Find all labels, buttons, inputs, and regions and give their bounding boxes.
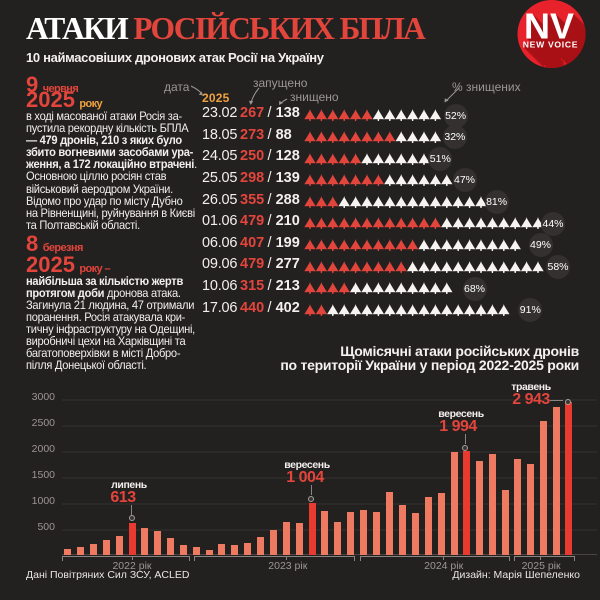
svg-text:NV: NV bbox=[537, 19, 587, 60]
svg-text:NV: NV bbox=[525, 7, 575, 48]
svg-text:NV: NV bbox=[538, 20, 587, 61]
svg-text:NV: NV bbox=[524, 6, 574, 47]
svg-text:NV: NV bbox=[526, 8, 576, 49]
svg-text:NV: NV bbox=[534, 16, 584, 57]
svg-text:NEW VOICE: NEW VOICE bbox=[542, 58, 587, 68]
svg-text:NEW VOICE: NEW VOICE bbox=[532, 48, 587, 58]
svg-text:NEW VOICE: NEW VOICE bbox=[541, 57, 587, 67]
svg-text:NEW VOICE: NEW VOICE bbox=[535, 51, 587, 61]
svg-text:NV: NV bbox=[529, 11, 579, 52]
svg-text:NV: NV bbox=[527, 9, 577, 50]
svg-text:NEW VOICE: NEW VOICE bbox=[531, 47, 586, 57]
svg-text:NEW VOICE: NEW VOICE bbox=[530, 46, 585, 56]
svg-text:NV: NV bbox=[535, 17, 585, 58]
svg-text:NEW VOICE: NEW VOICE bbox=[526, 42, 581, 52]
svg-text:NV: NV bbox=[539, 21, 587, 62]
svg-text:NV: NV bbox=[533, 15, 583, 56]
svg-text:NV: NV bbox=[532, 14, 582, 55]
svg-text:NEW VOICE: NEW VOICE bbox=[538, 54, 587, 64]
svg-text:NEW VOICE: NEW VOICE bbox=[534, 50, 587, 60]
svg-text:NEW VOICE: NEW VOICE bbox=[551, 67, 587, 69]
svg-text:NEW VOICE: NEW VOICE bbox=[528, 44, 583, 54]
svg-text:NEW VOICE: NEW VOICE bbox=[529, 45, 584, 55]
svg-text:NEW VOICE: NEW VOICE bbox=[527, 43, 582, 53]
svg-text:NEW VOICE: NEW VOICE bbox=[523, 39, 578, 49]
svg-text:NEW VOICE: NEW VOICE bbox=[540, 56, 587, 66]
svg-text:NEW VOICE: NEW VOICE bbox=[525, 41, 580, 51]
svg-text:NV: NV bbox=[528, 10, 578, 51]
svg-text:NEW VOICE: NEW VOICE bbox=[524, 40, 579, 50]
svg-text:NEW VOICE: NEW VOICE bbox=[533, 49, 587, 59]
svg-text:NEW VOICE: NEW VOICE bbox=[536, 52, 587, 62]
svg-text:NEW VOICE: NEW VOICE bbox=[537, 53, 587, 63]
svg-text:NEW VOICE: NEW VOICE bbox=[539, 55, 587, 65]
svg-text:NEW VOICE: NEW VOICE bbox=[545, 61, 587, 69]
svg-text:NV: NV bbox=[531, 13, 581, 54]
svg-text:NEW VOICE: NEW VOICE bbox=[543, 59, 587, 69]
svg-text:NV: NV bbox=[536, 18, 586, 59]
svg-text:NV: NV bbox=[530, 12, 580, 53]
